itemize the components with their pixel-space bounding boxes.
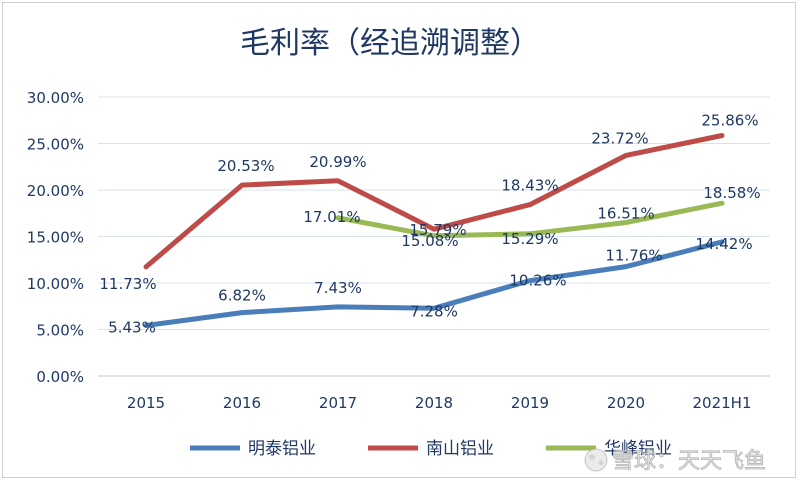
y-axis-ticks: 0.00% 5.00% 10.00% 15.00% 20.00% 25.00% 30.00% <box>27 89 84 386</box>
legend-label: 南山铝业 <box>426 439 494 459</box>
data-label: 25.86% <box>701 112 758 130</box>
x-tick-label: 2017 <box>319 394 357 412</box>
x-axis-ticks: 2015 2016 2017 2018 2019 2020 2021H1 <box>127 394 752 412</box>
data-label: 20.99% <box>309 153 366 171</box>
y-tick-label: 30.00% <box>27 89 84 107</box>
snowball-logo-icon <box>584 448 608 472</box>
data-label: 18.58% <box>703 184 760 202</box>
data-label: 16.51% <box>597 204 654 222</box>
series-line <box>335 200 725 239</box>
chart-title: 毛利率（经追溯调整） <box>240 26 540 61</box>
data-labels: 5.43% 6.82% 7.43% 7.28% 10.26% 11.76% 14.42% 11… <box>99 112 760 337</box>
legend: 明泰铝业 南山铝业 华峰铝业 <box>190 439 672 459</box>
y-tick-label: 25.00% <box>27 136 84 154</box>
data-label: 14.42% <box>695 235 752 253</box>
data-label: 15.79% <box>409 221 466 239</box>
series-line <box>143 133 725 270</box>
data-label: 23.72% <box>591 129 648 147</box>
x-tick-label: 2020 <box>607 394 645 412</box>
x-tick-label: 2018 <box>415 394 453 412</box>
data-label: 15.08% <box>401 232 458 250</box>
data-label: 11.73% <box>99 275 156 293</box>
watermark: 雪球：天天飞鱼 <box>584 448 766 474</box>
data-label: 15.29% <box>501 230 558 248</box>
legend-label: 华峰铝业 <box>604 439 672 459</box>
data-label: 18.43% <box>501 177 558 195</box>
data-label: 11.76% <box>605 247 662 265</box>
y-tick-label: 10.00% <box>27 275 84 293</box>
data-label: 7.43% <box>314 279 362 297</box>
series-line <box>143 239 725 328</box>
x-tick-label: 2015 <box>127 394 165 412</box>
data-label: 20.53% <box>217 157 274 175</box>
x-tick-label: 2016 <box>223 394 261 412</box>
y-tick-label: 15.00% <box>27 229 84 247</box>
data-label: 17.01% <box>303 208 360 226</box>
data-label: 6.82% <box>218 287 266 305</box>
data-label: 5.43% <box>108 319 156 337</box>
data-label: 10.26% <box>509 272 566 290</box>
y-tick-label: 20.00% <box>27 182 84 200</box>
watermark-text: 雪球：天天飞鱼 <box>612 449 766 474</box>
legend-label: 明泰铝业 <box>248 439 316 459</box>
y-tick-label: 0.00% <box>36 368 84 386</box>
data-label: 7.28% <box>410 302 458 320</box>
x-tick-label: 2019 <box>511 394 549 412</box>
series-lines <box>143 133 725 328</box>
gridlines <box>98 96 770 377</box>
y-tick-label: 5.00% <box>36 322 84 340</box>
x-tick-label: 2021H1 <box>693 394 752 412</box>
